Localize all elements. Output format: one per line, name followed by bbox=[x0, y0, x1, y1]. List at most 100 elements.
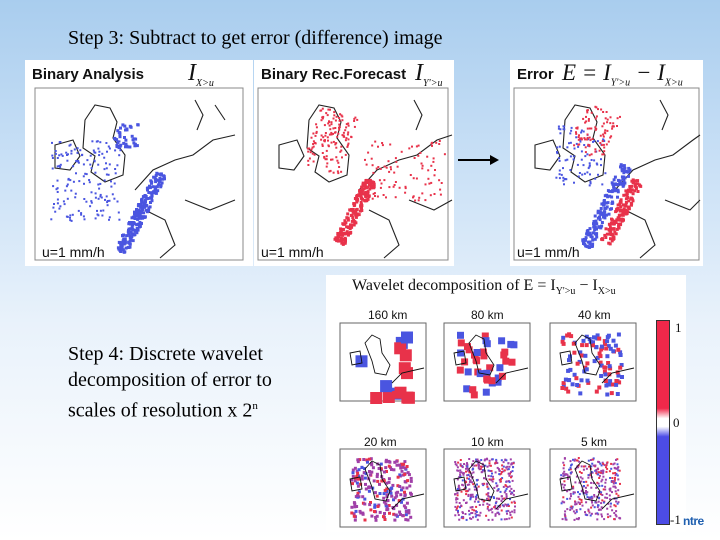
rain-pixel bbox=[598, 210, 602, 214]
rain-pixel bbox=[127, 232, 131, 236]
wavelet-pixel bbox=[472, 471, 475, 474]
rain-pixel bbox=[150, 199, 154, 203]
rain-pixel bbox=[94, 192, 97, 195]
rain-pixel bbox=[620, 175, 624, 179]
rain-pixel bbox=[556, 146, 559, 149]
wavelet-pixel bbox=[369, 508, 373, 512]
wavelet-pixel bbox=[467, 493, 470, 496]
wavelet-pixel bbox=[462, 512, 464, 515]
rain-pixel bbox=[360, 185, 364, 189]
wavelet-pixel bbox=[467, 495, 470, 497]
wavelet-pixel bbox=[566, 473, 569, 476]
scale-label-80: 80 km bbox=[471, 308, 504, 322]
rain-pixel bbox=[634, 182, 638, 186]
rain-pixel bbox=[339, 150, 342, 153]
wavelet-pixel bbox=[504, 484, 507, 487]
rain-pixel bbox=[330, 123, 333, 126]
rain-pixel bbox=[430, 164, 433, 167]
wavelet-pixel bbox=[351, 468, 355, 472]
rain-pixel bbox=[326, 162, 329, 165]
wavelet-pixel bbox=[368, 503, 372, 507]
rain-pixel bbox=[82, 175, 85, 178]
rain-pixel bbox=[621, 213, 625, 217]
wavelet-pixel bbox=[356, 484, 360, 488]
rain-pixel bbox=[606, 201, 610, 205]
rain-pixel bbox=[413, 157, 416, 159]
rain-pixel bbox=[105, 167, 108, 170]
rain-pixel bbox=[76, 147, 79, 150]
scale-label-5: 5 km bbox=[581, 435, 608, 449]
wavelet-coastline bbox=[453, 334, 529, 384]
wavelet-pixel bbox=[385, 495, 389, 498]
wavelet-pixel bbox=[609, 477, 612, 479]
wavelet-pixel bbox=[407, 509, 411, 513]
wavelet-pixel bbox=[356, 491, 360, 495]
rain-pixel bbox=[340, 241, 344, 245]
rain-pixel bbox=[140, 200, 144, 204]
rain-pixel bbox=[379, 167, 382, 170]
rain-pixel bbox=[129, 227, 133, 231]
wavelet-pixel bbox=[577, 466, 580, 469]
wavelet-pixel bbox=[509, 498, 511, 501]
wavelet-pixel bbox=[601, 461, 604, 464]
rain-pixel bbox=[135, 226, 139, 230]
rain-pixel bbox=[377, 166, 380, 168]
wavelet-pixel bbox=[351, 482, 354, 486]
wavelet-pixel bbox=[593, 506, 596, 509]
rain-pixel bbox=[110, 185, 113, 188]
rain-pixel bbox=[608, 189, 612, 193]
rain-pixel bbox=[381, 142, 384, 144]
wavelet-coastline bbox=[559, 334, 635, 384]
rain-pixel bbox=[347, 142, 350, 145]
rain-pixel bbox=[162, 174, 166, 178]
wavelet-pixel bbox=[603, 464, 606, 467]
rain-pixel bbox=[94, 217, 97, 220]
wavelet-pixel bbox=[589, 459, 592, 461]
wavelet-pixel bbox=[618, 353, 623, 357]
rain-pixel bbox=[68, 144, 71, 147]
rain-pixel bbox=[129, 238, 133, 242]
rain-pixel bbox=[336, 159, 339, 162]
wavelet-pixel bbox=[373, 503, 377, 507]
rain-pixel bbox=[101, 152, 104, 155]
rain-pixel bbox=[82, 215, 85, 218]
wavelet-pixel bbox=[489, 496, 492, 498]
colorbar-mid: 0 bbox=[673, 415, 680, 430]
rain-pixel bbox=[394, 196, 397, 199]
wavelet-pixel bbox=[613, 478, 616, 481]
wavelet-pixel bbox=[562, 467, 565, 470]
rain-pixel bbox=[341, 119, 344, 122]
rain-pixel bbox=[128, 242, 132, 246]
wavelet-title: Wavelet decomposition of E = IY'>u − IX>… bbox=[352, 277, 616, 298]
rain-pixel bbox=[371, 197, 374, 200]
wavelet-pixel bbox=[500, 499, 503, 502]
rain-pixel bbox=[355, 208, 358, 212]
wavelet-pixel bbox=[350, 511, 354, 515]
wavelet-pixel bbox=[475, 505, 478, 508]
wavelet-pixel bbox=[483, 340, 491, 348]
rain-pixel bbox=[346, 133, 349, 136]
rain-pixel bbox=[98, 150, 101, 153]
rain-pixel bbox=[347, 122, 350, 125]
wavelet-pixel bbox=[505, 480, 508, 483]
rain-pixel bbox=[636, 179, 640, 183]
rain-pixel bbox=[135, 223, 139, 227]
wavelet-pixel bbox=[581, 477, 584, 480]
wavelet-pixel bbox=[578, 493, 581, 496]
rain-pixel bbox=[146, 186, 150, 190]
wavelet-pixel bbox=[586, 380, 591, 385]
wavelet-pixel bbox=[457, 469, 460, 472]
rain-pixel bbox=[143, 215, 147, 219]
wavelet-pixel bbox=[600, 469, 603, 472]
rain-pixel bbox=[388, 170, 391, 173]
rain-pixel bbox=[609, 122, 612, 125]
wavelet-pixel bbox=[599, 508, 602, 511]
rain-pixel bbox=[558, 173, 561, 176]
rain-pixel bbox=[438, 140, 441, 142]
rain-pixel bbox=[583, 137, 586, 140]
rain-pixel bbox=[341, 156, 343, 159]
wavelet-pixel bbox=[616, 458, 619, 461]
rain-pixel bbox=[597, 108, 599, 111]
rain-pixel bbox=[94, 171, 97, 174]
wavelet-pixel bbox=[506, 486, 509, 488]
